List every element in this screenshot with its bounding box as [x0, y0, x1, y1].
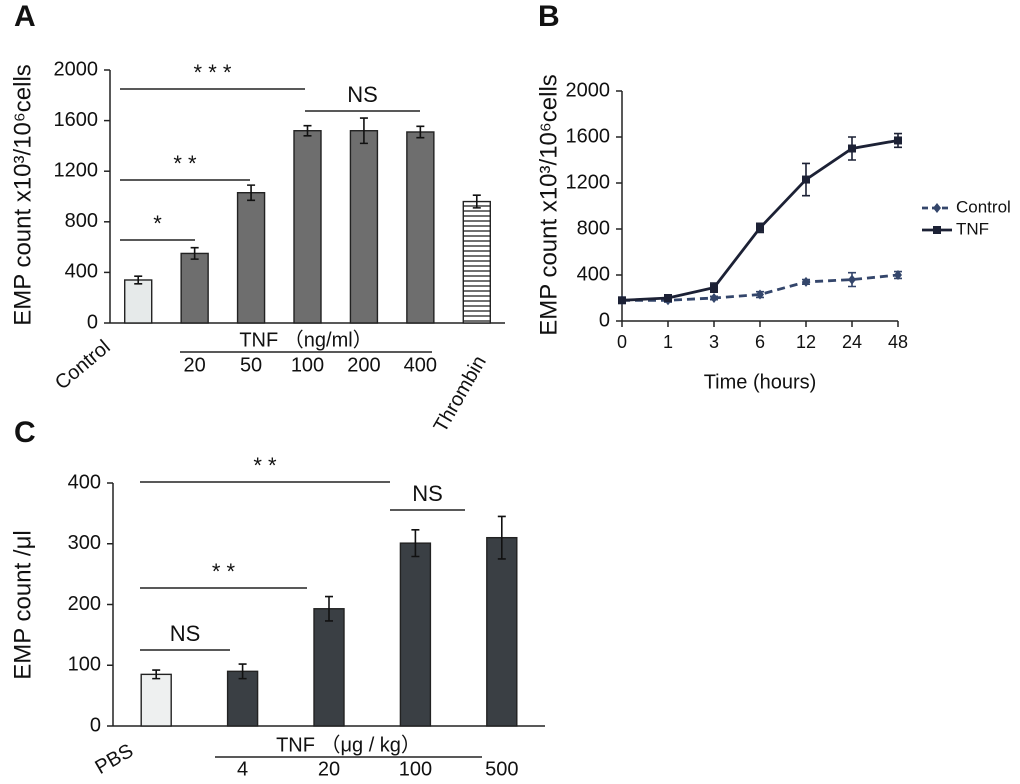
point: [894, 136, 902, 145]
bar: [399, 542, 432, 727]
error-bar: [238, 663, 247, 680]
group-label: TNF （μg / kg）: [276, 733, 421, 756]
x-tick-label: 500: [485, 758, 518, 780]
error-bar: [190, 246, 199, 260]
y-tick-label: 1200: [566, 171, 611, 193]
bar: [406, 131, 435, 324]
error-bar: [303, 124, 312, 137]
x-tick-label: 12: [796, 332, 816, 352]
bar: [140, 673, 172, 727]
x-tick-label: PBS: [91, 740, 137, 779]
point: [710, 293, 718, 303]
x-tick-label: Thrombin: [430, 352, 491, 436]
y-tick-label: 400: [65, 261, 98, 283]
x-tick-label: 3: [709, 332, 719, 352]
x-tick-label: 200: [347, 354, 380, 376]
y-tick-label: 800: [65, 210, 98, 232]
bar: [124, 279, 153, 324]
point: [710, 283, 718, 292]
panel-letter: C: [14, 416, 36, 449]
y-tick-label: 0: [599, 309, 610, 331]
series-line: [621, 139, 899, 302]
x-tick-label: 100: [399, 758, 432, 780]
x-tick-label: 400: [404, 354, 437, 376]
error-bar: [325, 595, 333, 622]
y-tick-label: 300: [68, 532, 101, 554]
bar: [486, 536, 518, 727]
y-tick-label: 800: [577, 217, 610, 239]
bar: [226, 670, 259, 727]
x-tick-label: 0: [617, 332, 627, 352]
x-tick-label: 20: [184, 354, 206, 376]
y-tick-label: 0: [87, 311, 98, 333]
sig-label: NS: [412, 481, 443, 506]
bar: [313, 608, 345, 727]
sig-label: NS: [170, 621, 201, 646]
error-bar: [247, 184, 256, 202]
bar: [293, 130, 322, 324]
point: [894, 270, 902, 280]
x-tick-label: 20: [318, 758, 340, 780]
y-tick-label: 1600: [54, 109, 99, 131]
x-tick-label: 6: [755, 332, 765, 352]
bar: [349, 130, 379, 324]
x-tick-label: 100: [291, 354, 324, 376]
y-tick-label: 200: [68, 593, 101, 615]
sig-label: * *: [173, 151, 197, 176]
point: [618, 296, 626, 305]
y-tick-label: 1200: [54, 159, 99, 181]
y-axis-label: EMP count x10³/10⁶cells: [9, 64, 36, 326]
group-label: TNF （ng/ml）: [239, 328, 372, 351]
panel-letter: B: [538, 0, 560, 33]
y-tick-label: 1600: [566, 125, 611, 147]
y-axis-label: EMP count x10³/10⁶cells: [535, 74, 562, 336]
bar: [180, 252, 209, 324]
error-bar: [411, 528, 420, 558]
legend-label: TNF: [956, 219, 989, 238]
sig-label: * *: [253, 453, 277, 478]
error-bar: [416, 125, 425, 139]
x-tick-label: Control: [51, 336, 115, 394]
point: [848, 144, 856, 153]
legend-marker: [933, 203, 941, 213]
y-tick-label: 2000: [54, 58, 99, 80]
y-axis-label: EMP count /μl: [9, 530, 36, 679]
panel-letter: A: [14, 0, 36, 33]
x-tick-label: 4: [237, 758, 248, 780]
sig-label: * *: [212, 559, 236, 584]
sig-label: NS: [347, 82, 378, 107]
x-tick-label: 1: [663, 332, 673, 352]
x-tick-label: 48: [888, 332, 908, 352]
error-bar: [359, 117, 368, 145]
point: [802, 276, 810, 287]
point: [756, 223, 764, 232]
y-tick-label: 400: [68, 471, 101, 493]
x-tick-label: 24: [842, 332, 862, 352]
sig-label: * * *: [194, 60, 232, 85]
legend-label: Control: [956, 197, 1011, 216]
x-axis-label: Time (hours): [704, 371, 817, 393]
y-tick-label: 400: [577, 263, 610, 285]
point: [848, 274, 856, 285]
error-bar: [134, 275, 143, 285]
sig-label: *: [153, 211, 162, 236]
x-tick-label: 50: [240, 354, 262, 376]
y-tick-label: 0: [90, 714, 101, 736]
y-tick-label: 100: [68, 654, 101, 676]
point: [802, 175, 810, 184]
y-tick-label: 2000: [566, 79, 611, 101]
point: [664, 294, 672, 302]
bar: [462, 200, 491, 324]
error-bar: [472, 194, 481, 209]
bar: [236, 192, 266, 324]
point: [756, 289, 764, 300]
error-bar: [497, 515, 506, 560]
legend-marker: [933, 226, 941, 234]
error-bar: [152, 669, 161, 680]
